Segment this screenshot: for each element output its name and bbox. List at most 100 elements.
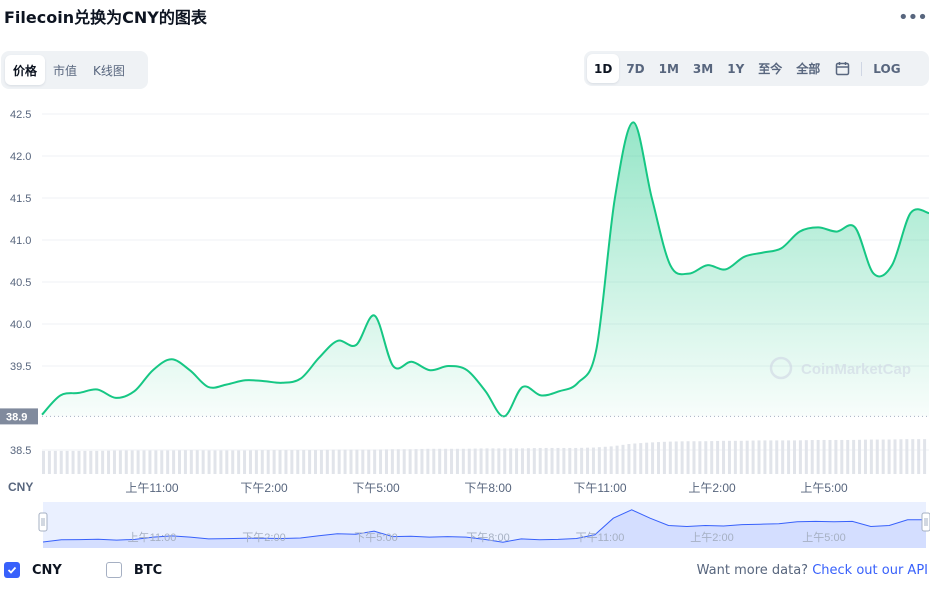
x-axis: 上午11:00 下午2:00 下午5:00 下午8:00 下午11:00 上午2:00 上午… <box>125 481 848 495</box>
navigator-line <box>42 509 926 543</box>
navigator-tick-label: 上午5:00 <box>802 531 845 544</box>
volume-bar <box>485 448 489 474</box>
coinmarketcap-watermark: CoinMarketCap <box>769 356 911 380</box>
volume-bar <box>674 441 678 474</box>
volume-bar <box>881 439 885 474</box>
volume-bar <box>704 441 708 474</box>
more-options-icon[interactable]: ••• <box>898 7 928 28</box>
volume-bar <box>863 439 867 474</box>
range-tab-ytd[interactable]: 至今 <box>758 62 783 76</box>
volume-bar <box>852 439 856 474</box>
volume-bar <box>278 450 282 474</box>
volume-bar <box>520 448 524 474</box>
volume-bar <box>586 447 590 474</box>
api-promo-text: Want more data? <box>696 563 809 578</box>
volume-bar <box>893 439 897 474</box>
volume-bar <box>804 440 808 474</box>
volume-bar <box>751 440 755 474</box>
volume-bar <box>550 447 554 474</box>
tab-price[interactable]: 价格 <box>5 55 46 85</box>
volume-bar <box>615 445 619 474</box>
volume-bar <box>355 449 359 474</box>
volume-bar <box>349 449 353 474</box>
start-price-label: 38.9 <box>6 411 27 423</box>
volume-bar <box>515 448 519 474</box>
tab-candlestick[interactable]: K线图 <box>93 63 125 78</box>
legend-label-cny: CNY <box>32 562 62 578</box>
view-tab-group: 价格 市值 K线图 <box>1 51 148 89</box>
x-tick-label: 下午8:00 <box>464 481 512 495</box>
volume-bar <box>645 442 649 474</box>
volume-bar <box>887 439 891 474</box>
cny-checkbox[interactable] <box>4 562 20 578</box>
volume-bar <box>390 449 394 474</box>
api-link[interactable]: Check out our API <box>812 563 928 578</box>
handle-body[interactable] <box>921 512 930 532</box>
volume-bar <box>343 449 347 474</box>
watermark-text: CoinMarketCap <box>801 361 911 378</box>
volume-bar <box>621 444 625 474</box>
volume-bar <box>207 450 211 474</box>
volume-bar <box>42 450 45 474</box>
volume-bar <box>83 450 87 474</box>
volume-bar <box>71 450 75 474</box>
btc-checkbox[interactable] <box>105 562 122 578</box>
y-tick-39.5: 39.5 <box>10 361 31 373</box>
range-tab-1m[interactable]: 1M <box>658 61 679 76</box>
volume-bar <box>272 450 276 474</box>
volume-bar <box>201 450 205 474</box>
volume-bar <box>680 441 684 474</box>
volume-bar <box>59 450 63 474</box>
calendar-icon[interactable] <box>827 54 857 83</box>
volume-bar <box>911 439 915 474</box>
volume-bar <box>692 441 696 474</box>
volume-bar <box>178 450 182 474</box>
tab-market-cap[interactable]: 市值 <box>53 63 78 78</box>
chart-title: Filecoin兑换为CNY的图表 <box>4 8 207 27</box>
log-scale-toggle[interactable]: LOG <box>873 61 901 76</box>
volume-bar <box>337 449 341 474</box>
volume-bar <box>603 446 607 474</box>
volume-bar <box>65 450 69 474</box>
volume-bar <box>296 450 300 474</box>
handle-body[interactable] <box>38 512 48 532</box>
volume-bar <box>668 441 672 474</box>
volume-bar <box>432 448 436 474</box>
volume-bar <box>444 448 448 474</box>
start-price-badge <box>0 408 38 425</box>
range-tab-1d[interactable]: 1D <box>587 54 620 83</box>
volume-bar <box>124 450 128 474</box>
volume-bar <box>497 448 501 474</box>
volume-bar <box>775 440 779 474</box>
volume-bar <box>101 450 105 474</box>
volume-bar <box>651 442 655 474</box>
y-tick-40.5: 40.5 <box>10 277 31 289</box>
volume-bar <box>532 448 536 474</box>
volume-bar <box>396 449 400 474</box>
volume-bar <box>314 450 318 474</box>
volume-bar <box>219 450 223 474</box>
volume-bar <box>846 439 850 474</box>
volume-bar <box>639 443 643 474</box>
volume-bar <box>662 441 666 474</box>
range-tab-1y[interactable]: 1Y <box>727 61 745 76</box>
volume-bar <box>722 440 726 474</box>
volume-bar <box>792 440 796 474</box>
volume-bar <box>716 440 720 474</box>
volume-bar <box>426 448 430 474</box>
volume-bar <box>710 441 714 474</box>
volume-bars <box>42 439 927 474</box>
navigator-handle-right[interactable] <box>921 512 930 532</box>
range-tab-all[interactable]: 全部 <box>796 62 821 76</box>
volume-bar <box>503 448 507 474</box>
volume-bar <box>420 448 424 474</box>
volume-bar <box>166 450 170 474</box>
navigator-handle-left[interactable] <box>38 512 48 532</box>
volume-bar <box>148 450 152 474</box>
range-tab-7d[interactable]: 7D <box>626 61 645 76</box>
volume-bar <box>77 450 81 474</box>
volume-bar <box>408 449 412 474</box>
range-tab-3m[interactable]: 3M <box>692 61 714 76</box>
navigator-tick-label: 下午11:00 <box>576 531 625 544</box>
